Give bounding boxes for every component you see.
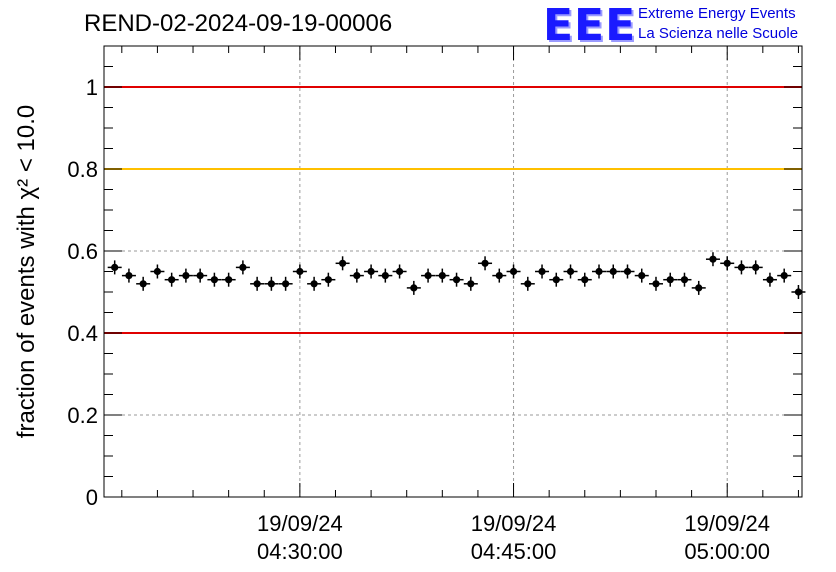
data-point	[623, 267, 632, 276]
data-point	[210, 276, 218, 284]
data-point	[339, 259, 347, 267]
data-point	[282, 280, 290, 288]
data-point	[324, 276, 332, 284]
data-point	[153, 267, 162, 276]
y-axis-label: fraction of events with χ² < 10.0	[13, 105, 40, 438]
data-point	[652, 280, 660, 288]
y-tick-label: 0.8	[67, 157, 98, 182]
data-point	[424, 272, 432, 280]
data-point	[168, 276, 176, 284]
data-point	[495, 272, 503, 280]
data-point	[296, 267, 304, 276]
data-point	[752, 263, 760, 271]
data-point	[695, 284, 703, 292]
data-point	[794, 288, 803, 296]
data-point	[595, 267, 603, 276]
data-point	[467, 280, 475, 288]
data-point	[310, 280, 318, 288]
x-tick-label-date: 19/09/24	[684, 511, 770, 536]
data-point	[709, 255, 717, 263]
data-point	[609, 267, 617, 276]
data-point	[438, 272, 446, 280]
data-point	[723, 259, 731, 267]
data-point	[367, 267, 375, 276]
data-point	[225, 276, 233, 284]
data-point	[581, 276, 589, 284]
chart-title: REND-02-2024-09-19-00006	[84, 10, 393, 37]
data-point	[481, 259, 489, 267]
x-tick-label-time: 04:45:00	[471, 539, 557, 564]
data-point	[524, 280, 532, 288]
data-point	[566, 267, 575, 276]
data-point	[125, 272, 133, 280]
x-tick-label-time: 05:00:00	[684, 539, 770, 564]
y-tick-label: 0	[86, 485, 98, 510]
data-point	[253, 280, 261, 288]
y-tick-label: 0.4	[67, 321, 98, 346]
data-point	[196, 272, 204, 280]
data-point	[452, 276, 461, 284]
eee-logo-mark: EEE	[543, 0, 637, 51]
eee-logo-line2: La Scienza nelle Scuole	[638, 25, 799, 42]
x-tick-label-date: 19/09/24	[471, 511, 557, 536]
data-point	[410, 284, 418, 292]
y-tick-label: 1	[86, 75, 98, 100]
data-point	[538, 267, 546, 276]
eee-logo-line1: Extreme Energy Events	[638, 5, 796, 22]
x-tick-label-date: 19/09/24	[257, 511, 343, 536]
data-point	[111, 263, 119, 271]
data-point	[139, 280, 147, 288]
data-point	[353, 272, 361, 280]
y-tick-label: 0.2	[67, 403, 98, 428]
data-point	[552, 276, 560, 284]
data-point	[381, 272, 389, 280]
eee-logo: EEE Extreme Energy Events La Scienza nel…	[543, 0, 833, 51]
data-point	[267, 280, 275, 288]
data-point	[780, 272, 788, 280]
data-point	[638, 272, 646, 280]
x-tick-label-time: 04:30:00	[257, 539, 343, 564]
data-point	[182, 272, 190, 280]
data-point	[737, 263, 746, 271]
y-tick-label: 0.6	[67, 239, 98, 264]
data-point	[680, 276, 689, 284]
data-point	[766, 276, 774, 284]
data-point	[239, 263, 247, 271]
plot-frame	[103, 45, 803, 498]
data-point	[395, 267, 404, 276]
data-point	[666, 276, 674, 284]
data-point	[509, 267, 518, 276]
